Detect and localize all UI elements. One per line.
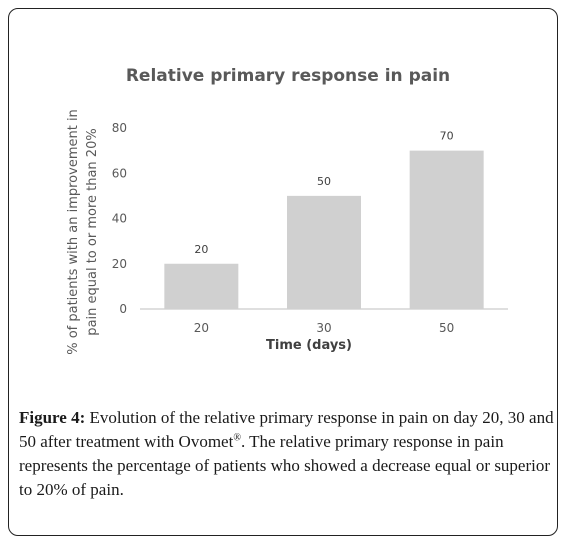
y-tick-label: 80 (112, 121, 127, 135)
x-axis-title: Time (days) (266, 338, 352, 353)
x-tick-label: 20 (194, 321, 209, 335)
chart-title: Relative primary response in pain (126, 66, 450, 86)
bar-value-label: 70 (440, 130, 454, 143)
bar-value-label: 50 (317, 175, 331, 188)
caption-text-part-2: . The relative primary response in pain … (19, 432, 551, 499)
bars (164, 150, 484, 309)
caption-label: Figure 4: (19, 408, 86, 427)
bar (409, 150, 484, 309)
y-axis-title: % of patients with an improvement in pai… (66, 109, 100, 355)
y-tick-label: 60 (112, 166, 127, 180)
bar (287, 195, 361, 309)
figure-caption: Figure 4: Evolution of the relative prim… (19, 406, 554, 502)
bar (164, 263, 239, 309)
caption-superscript: ® (233, 432, 241, 444)
bar-value-label: 20 (194, 243, 208, 256)
x-axis-ticks: 20 30 50 (194, 321, 455, 335)
data-labels: 20 50 70 (194, 130, 453, 256)
y-axis-title-line-2: pain equal to or more than 20% (85, 128, 100, 335)
y-tick-label: 0 (119, 302, 127, 316)
x-tick-label: 30 (316, 321, 331, 335)
bar-chart: Relative primary response in pain % of p… (66, 66, 508, 355)
y-tick-label: 20 (112, 257, 127, 271)
caption-text-part-1: Evolution of the relative primary respon… (19, 408, 554, 451)
y-axis-title-line-1: % of patients with an improvement in (66, 109, 81, 355)
y-axis-ticks: 0 20 40 60 80 (112, 121, 127, 316)
x-tick-label: 50 (439, 321, 454, 335)
y-tick-label: 40 (112, 212, 127, 226)
